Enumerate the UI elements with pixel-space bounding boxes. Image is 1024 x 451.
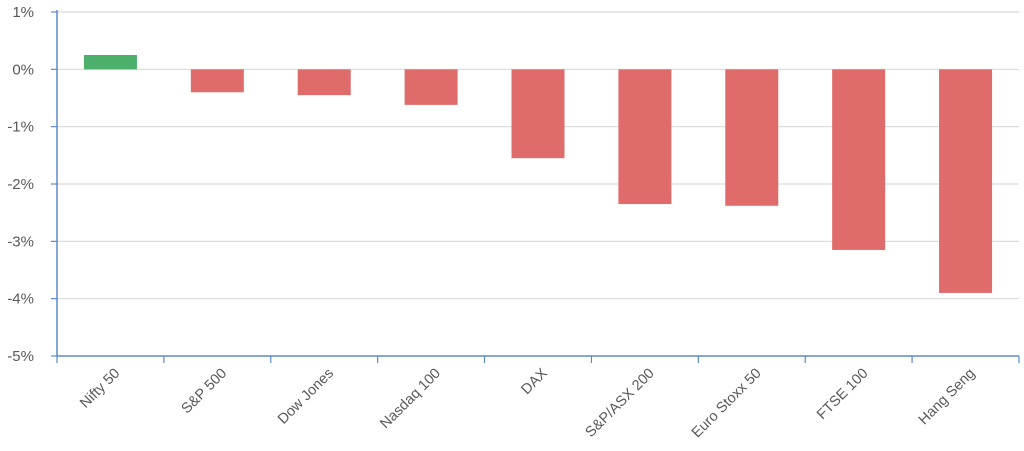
bar [725, 69, 779, 206]
bar [832, 69, 886, 250]
x-tick-label: DAX [518, 365, 551, 398]
x-tick-label: Nasdaq 100 [377, 366, 444, 433]
bar [297, 69, 351, 96]
y-tick-label: 0% [12, 61, 34, 78]
bar [511, 69, 565, 159]
y-tick-label: -4% [7, 291, 34, 308]
x-axis-category-labels: Nifty 50 S&P 500 Dow Jones Nasdaq 100 DAX S&P… [77, 365, 978, 441]
bar [618, 69, 672, 205]
y-tick-label: -2% [7, 176, 34, 193]
axes [51, 10, 1020, 363]
y-tick-label: 1% [12, 4, 34, 21]
bar [190, 69, 244, 93]
y-axis-tick-labels: 1% 0% -1% -2% -3% -4% -5% [7, 4, 34, 365]
x-tick-label: S&P/ASX 200 [583, 366, 658, 441]
bars [83, 55, 993, 293]
bar [404, 69, 458, 105]
bar [939, 69, 993, 293]
x-tick-label: Dow Jones [275, 366, 337, 428]
x-tick-label: Nifty 50 [77, 366, 123, 412]
y-tick-label: -5% [7, 348, 34, 365]
x-tick-label: S&P 500 [179, 366, 231, 418]
x-tick-label: FTSE 100 [814, 366, 871, 423]
x-tick-label: Hang Seng [916, 366, 979, 429]
y-tick-label: -3% [7, 233, 34, 250]
y-tick-label: -1% [7, 119, 34, 136]
bar [83, 55, 137, 70]
x-tick-label: Euro Stoxx 50 [689, 366, 765, 442]
